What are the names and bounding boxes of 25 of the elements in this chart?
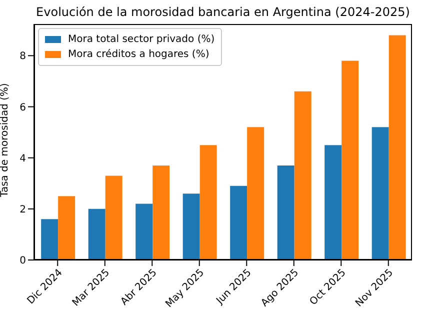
bar: [182, 194, 200, 260]
y-tick-label: 8: [20, 51, 26, 62]
bar: [88, 208, 106, 260]
y-tick-label: 4: [20, 153, 26, 164]
bar: [372, 127, 389, 260]
bar: [230, 186, 248, 260]
bar: [247, 127, 264, 260]
bar: [324, 145, 342, 260]
bar: [41, 219, 58, 260]
bar: [152, 166, 170, 260]
bar: [388, 35, 406, 260]
bar: [200, 145, 217, 260]
y-tick-label: 0: [20, 256, 26, 267]
bar: [136, 204, 153, 260]
chart-title: Evolución de la morosidad bancaria en Argentina (2024-2025): [35, 5, 411, 19]
bar: [342, 60, 359, 260]
y-tick-label: 6: [20, 102, 26, 114]
bar: [58, 196, 76, 260]
y-axis-title: Tasa de morosidad (%): [0, 82, 11, 198]
legend-label: Mora total sector privado (%): [68, 33, 215, 47]
legend-label: Mora créditos a hogares (%): [68, 48, 210, 62]
bar: [294, 91, 312, 260]
y-tick-label: 2: [20, 204, 26, 216]
bar: [277, 166, 294, 260]
bar: [105, 176, 122, 260]
